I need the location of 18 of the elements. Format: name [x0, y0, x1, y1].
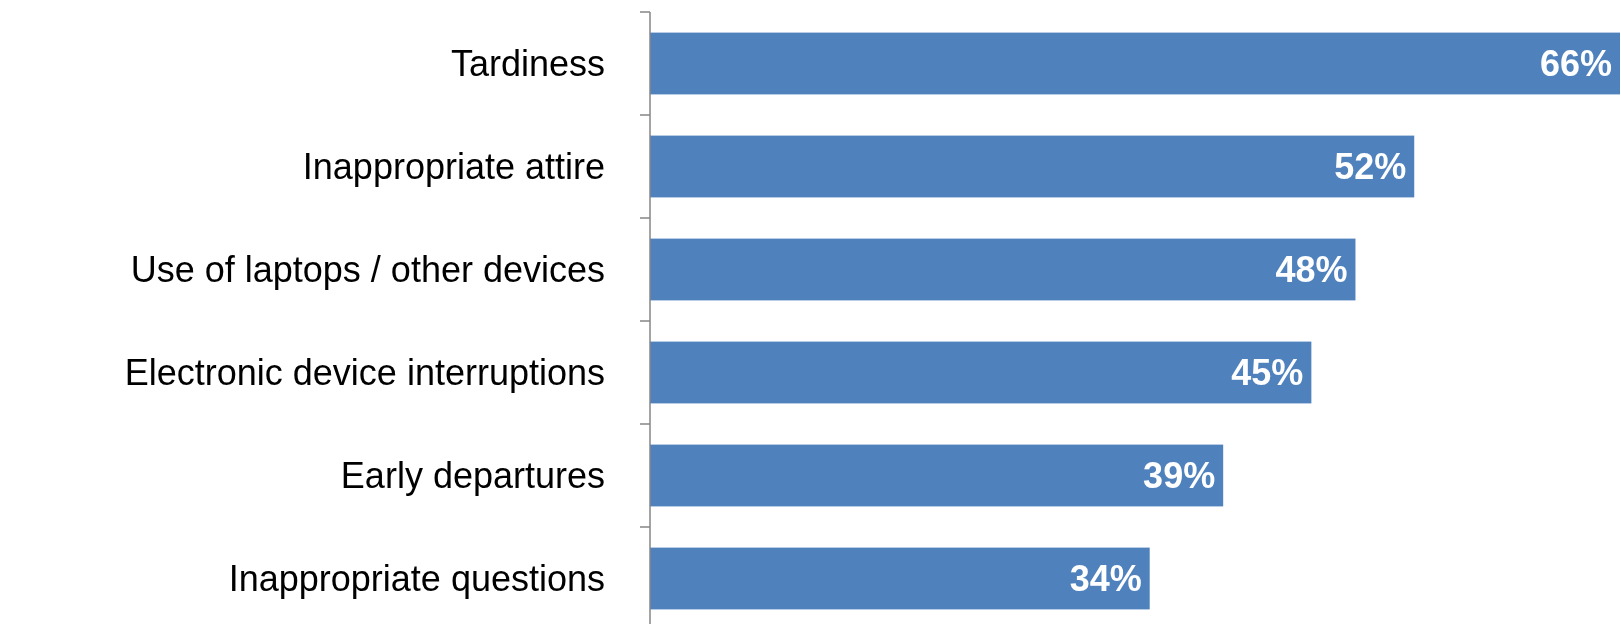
y-tick-label: Tardiness	[450, 43, 605, 85]
bar	[650, 341, 1312, 404]
data-label: 34%	[1069, 558, 1142, 600]
data-label: 48%	[1275, 249, 1348, 291]
data-label: 52%	[1334, 146, 1407, 188]
data-label: 39%	[1143, 455, 1216, 497]
bar	[650, 238, 1356, 301]
y-tick-label: Inappropriate attire	[302, 146, 605, 188]
y-tick-label: Electronic device interruptions	[124, 352, 605, 394]
bar	[650, 547, 1150, 610]
y-tick-label: Inappropriate questions	[228, 558, 605, 600]
bar	[650, 32, 1620, 95]
y-tick-label: Early departures	[340, 455, 605, 497]
data-label: 66%	[1539, 43, 1612, 85]
y-tick-label: Use of laptops / other devices	[130, 249, 605, 291]
bar	[650, 444, 1224, 507]
bar	[650, 135, 1415, 198]
data-label: 45%	[1231, 352, 1304, 394]
